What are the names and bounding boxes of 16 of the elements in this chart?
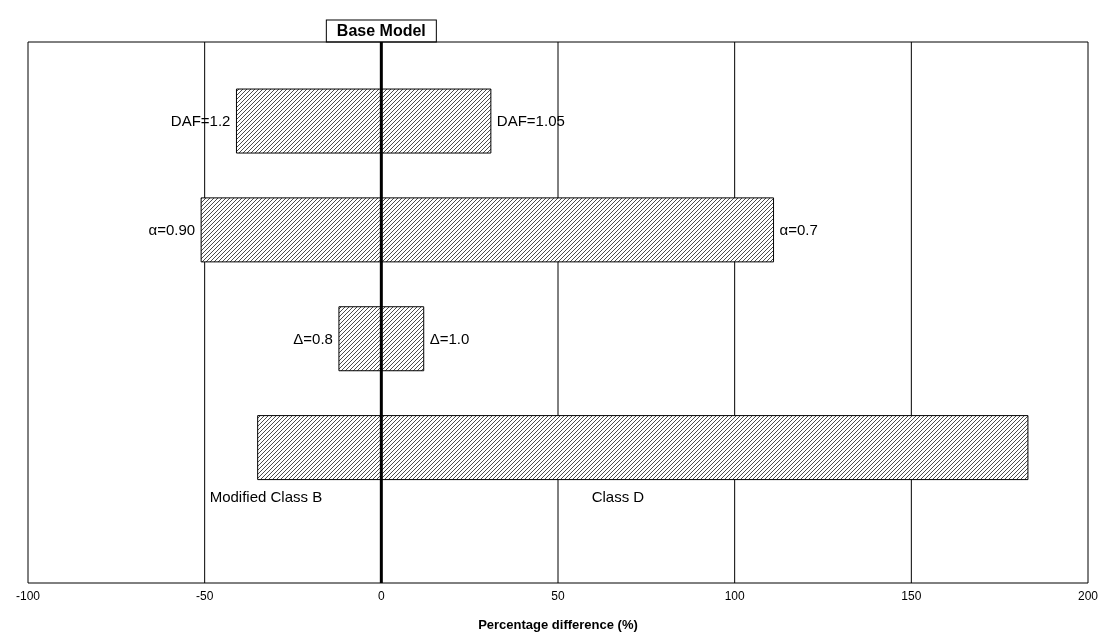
annotation: DAF=1.05 [496,112,565,130]
annotation: Δ=1.0 [429,330,470,348]
annotation: α=0.7 [779,221,818,239]
x-tick-label: 200 [1077,588,1099,603]
x-tick-label: 0 [377,588,385,603]
annotation: Modified Class B [209,488,323,506]
annotation: Δ=0.8 [293,330,333,348]
x-tick-label: -100 [15,588,41,603]
annotation: α=0.90 [148,221,196,239]
annotation: Class D [591,488,645,506]
ref-line-label: Base Model [336,22,426,39]
x-tick-label: 100 [724,588,745,603]
x-tick-label: 50 [551,588,565,603]
x-axis-title: Percentage difference (%) [478,617,638,632]
x-tick-label: 150 [901,588,922,603]
x-tick-label: -50 [195,588,214,603]
